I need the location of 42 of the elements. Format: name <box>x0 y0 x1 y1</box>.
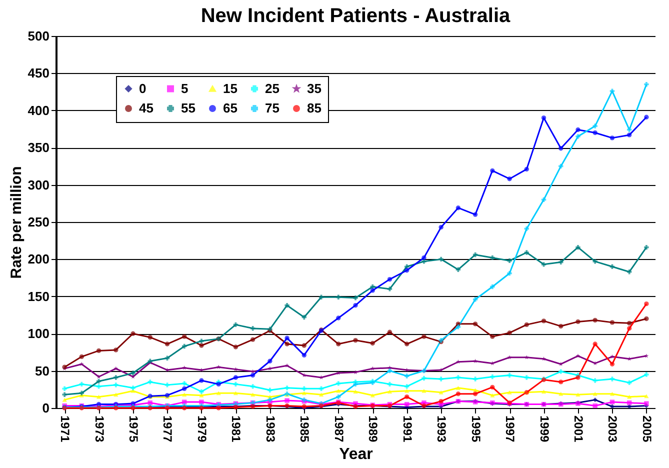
legend-label: 15 <box>223 80 238 96</box>
x-tick-label: 1983 <box>263 416 278 443</box>
y-tick-label: 50 <box>35 363 50 378</box>
x-tick-label: 2005 <box>640 416 654 443</box>
y-tick-label: 150 <box>28 288 50 304</box>
legend-label: 35 <box>307 80 322 96</box>
y-tick-label: 250 <box>28 214 50 230</box>
x-tick-label: 1979 <box>194 416 209 443</box>
legend-label: 75 <box>265 100 280 116</box>
legend-label: 55 <box>181 100 196 116</box>
x-tick-label: 1991 <box>400 416 414 443</box>
y-tick-label: 350 <box>28 140 50 156</box>
x-tick-label: 1975 <box>126 416 141 443</box>
legend-label: 65 <box>223 100 238 116</box>
y-axis-title: Rate per million <box>8 166 25 279</box>
legend-label: 85 <box>307 100 322 116</box>
y-tick-label: 100 <box>28 326 50 342</box>
y-tick-label: 450 <box>28 66 50 81</box>
x-tick-label: 1973 <box>92 416 106 443</box>
x-tick-label: 1999 <box>537 416 552 443</box>
x-tick-label: 2001 <box>571 416 586 443</box>
chart-title: New Incident Patients - Australia <box>200 5 512 27</box>
y-tick-label: 200 <box>28 252 50 267</box>
x-tick-label: 2003 <box>606 416 620 443</box>
x-tick-label: 1985 <box>298 416 312 443</box>
y-tick-label: 300 <box>28 177 50 192</box>
legend-label: 5 <box>181 80 188 96</box>
legend-label: 0 <box>139 80 146 96</box>
x-tick-label: 1993 <box>434 416 449 443</box>
x-tick-label: 1987 <box>332 416 346 443</box>
x-tick-label: 1997 <box>503 416 518 443</box>
x-tick-label: 1971 <box>58 416 72 443</box>
x-tick-label: 1981 <box>229 416 244 443</box>
x-tick-label: 1977 <box>160 416 175 443</box>
legend-label: 25 <box>265 80 280 96</box>
y-tick-label: 0 <box>42 400 50 416</box>
y-tick-label: 500 <box>28 28 50 44</box>
legend-label: 45 <box>139 100 154 116</box>
x-axis-title: Year <box>339 446 373 464</box>
x-tick-label: 1995 <box>468 416 483 443</box>
x-tick-label: 1989 <box>366 416 380 443</box>
y-tick-label: 400 <box>28 102 50 118</box>
